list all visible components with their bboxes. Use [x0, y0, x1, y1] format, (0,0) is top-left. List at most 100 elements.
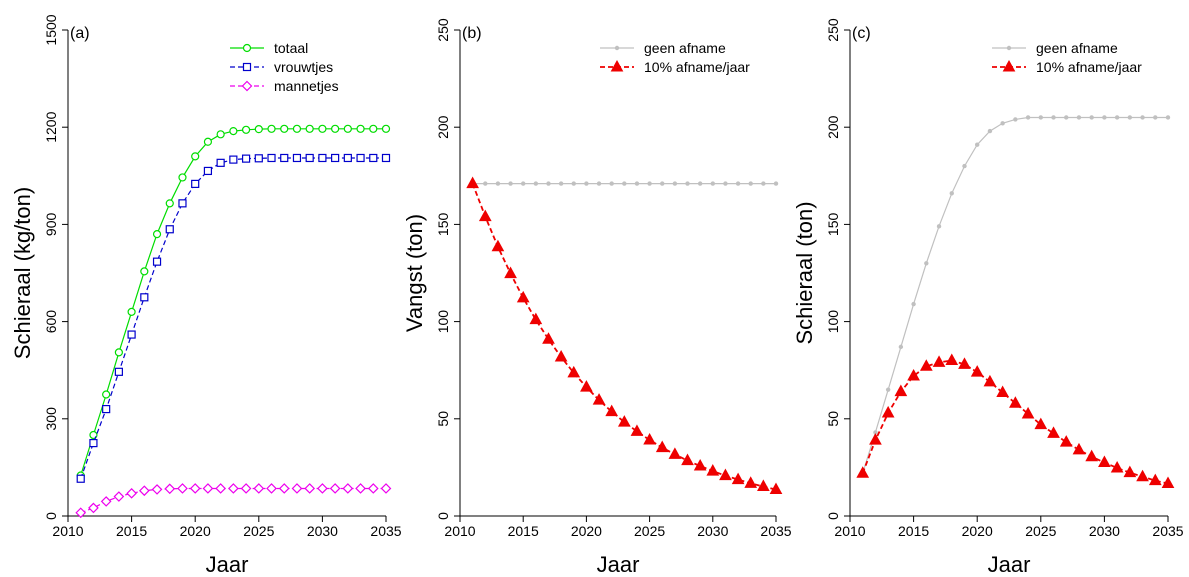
- data-point: [773, 181, 779, 186]
- y-tick-label: 0: [825, 512, 841, 520]
- data-point: [521, 181, 526, 186]
- data-point: [983, 374, 997, 387]
- data-point: [584, 181, 589, 186]
- data-point: [1153, 115, 1158, 120]
- x-tick-label: 2035: [1152, 523, 1183, 539]
- data-point: [140, 293, 149, 302]
- legend-label: 10% afname/jaar: [644, 59, 750, 75]
- legend-label: totaal: [274, 40, 308, 56]
- data-point: [516, 290, 530, 303]
- data-point: [367, 483, 379, 494]
- data-point: [241, 154, 251, 163]
- data-point: [681, 453, 694, 466]
- data-point: [114, 367, 123, 376]
- y-tick-label: 300: [43, 407, 59, 431]
- data-point: [380, 483, 392, 494]
- data-point: [757, 479, 770, 491]
- data-point: [89, 439, 98, 448]
- data-point: [495, 181, 501, 186]
- data-point: [949, 191, 954, 196]
- panel-a: 2010 2015 2020 2025 2030 2035 0 300 600 900 1200 15…: [10, 14, 402, 577]
- data-point: [622, 181, 627, 186]
- data-point: [508, 181, 513, 186]
- data-point: [331, 124, 340, 133]
- data-point: [873, 430, 878, 435]
- x-tick-label: 2010: [834, 523, 865, 539]
- y-tick-label: 250: [435, 18, 451, 42]
- data-point: [1089, 115, 1094, 120]
- data-point: [203, 137, 213, 146]
- y-tick-label: 200: [825, 115, 841, 139]
- data-point: [216, 130, 225, 139]
- data-point: [318, 153, 327, 163]
- data-point: [1072, 442, 1086, 455]
- data-point: [735, 181, 741, 186]
- data-point: [127, 330, 136, 339]
- x-tick-label: 2015: [898, 523, 929, 539]
- data-point: [292, 153, 302, 163]
- data-point: [267, 124, 276, 133]
- series-geen-afname: [470, 181, 779, 186]
- data-point: [267, 153, 276, 163]
- x-tick-label: 2025: [1025, 523, 1056, 539]
- series-line: [80, 128, 386, 476]
- data-point: [1110, 460, 1124, 473]
- x-tick-label: 2030: [307, 523, 338, 539]
- legend-label: mannetjes: [274, 78, 339, 94]
- data-point: [140, 267, 149, 276]
- data-point: [381, 124, 391, 133]
- data-point: [253, 483, 265, 494]
- data-point: [958, 357, 971, 369]
- x-tick-label: 2035: [370, 523, 401, 539]
- data-point: [987, 128, 993, 134]
- data-point: [102, 404, 111, 414]
- y-axis-title: Schieraal (kg/ton): [10, 187, 35, 359]
- data-point: [1013, 117, 1018, 122]
- data-point: [945, 353, 959, 365]
- data-point: [630, 424, 644, 436]
- data-point: [317, 483, 328, 494]
- data-point: [885, 387, 891, 392]
- data-point: [305, 124, 314, 133]
- data-point: [571, 181, 576, 186]
- legend-marker: [610, 59, 624, 72]
- data-point: [240, 483, 252, 494]
- x-axis-title: Jaar: [597, 552, 640, 577]
- legend-label: vrouwtjes: [274, 59, 333, 75]
- x-axis-title: Jaar: [206, 552, 249, 577]
- data-point: [962, 163, 967, 169]
- data-point: [177, 483, 188, 494]
- data-point: [369, 153, 378, 163]
- panel-label: (b): [462, 25, 482, 42]
- data-point: [605, 404, 619, 417]
- data-point: [731, 472, 745, 485]
- data-point: [869, 433, 882, 445]
- x-tick-label: 2025: [634, 523, 665, 539]
- data-point: [907, 368, 920, 381]
- data-point: [76, 474, 85, 483]
- y-tick-label: 1200: [43, 111, 59, 142]
- series-line: [862, 116, 1168, 474]
- x-tick-label: 2010: [52, 523, 83, 539]
- data-point: [356, 153, 365, 163]
- data-point: [697, 181, 703, 186]
- data-point: [254, 125, 263, 134]
- data-point: [113, 491, 125, 502]
- data-point: [229, 155, 238, 164]
- series-line: [471, 183, 777, 491]
- data-point: [592, 393, 606, 405]
- data-point: [152, 230, 162, 239]
- data-point: [533, 181, 539, 186]
- series-vrouwtjes: [76, 153, 391, 483]
- data-point: [483, 181, 488, 186]
- x-tick-label: 2020: [571, 523, 602, 539]
- data-point: [355, 483, 366, 494]
- data-point: [466, 176, 479, 189]
- data-point: [660, 181, 665, 186]
- y-tick-label: 0: [43, 512, 59, 520]
- data-point: [1038, 115, 1044, 120]
- x-tick-label: 2020: [962, 523, 993, 539]
- data-point: [567, 365, 581, 378]
- data-point: [1102, 115, 1107, 120]
- y-tick-label: 0: [435, 512, 451, 520]
